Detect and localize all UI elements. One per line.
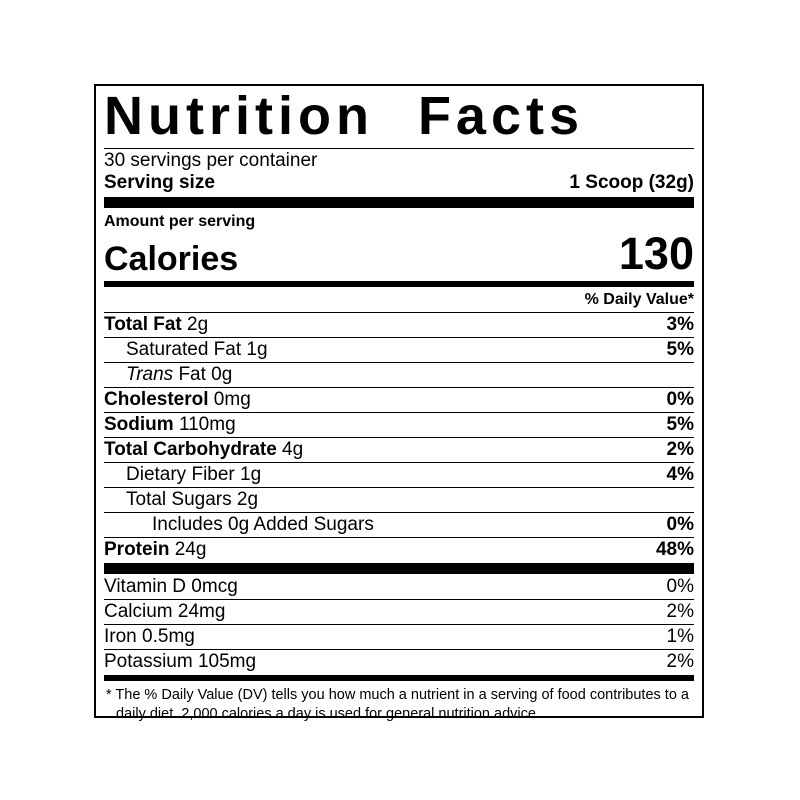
nutrient-name-and-amount: Vitamin D 0mcg — [104, 577, 238, 597]
nutrient-name: Iron — [104, 626, 137, 648]
nutrient-row: Iron 0.5mg 1% — [104, 624, 694, 649]
nutrient-amount: 0.5mg — [136, 626, 195, 648]
nutrient-daily-value: 1% — [666, 626, 694, 648]
nutrient-name: Vitamin D — [104, 576, 187, 598]
nutrient-daily-value: 0% — [666, 576, 694, 598]
nutrient-amount: Fat 0g — [173, 364, 233, 386]
nutrient-row: Total Carbohydrate 4g 2% — [104, 437, 694, 462]
nutrient-amount: 105mg — [192, 651, 257, 673]
daily-value-header: % Daily Value* — [104, 288, 694, 314]
nutrient-name: Saturated Fat — [126, 339, 242, 361]
nutrient-amount: 0mcg — [186, 576, 238, 598]
nutrient-name-and-amount: Total Sugars 2g — [104, 490, 258, 510]
nutrient-name: Trans — [126, 364, 174, 386]
nutrient-name: Potassium — [104, 651, 193, 673]
nutrient-daily-value: 4% — [666, 464, 694, 486]
nutrient-daily-value: 3% — [666, 314, 694, 336]
divider-medium-calories — [104, 281, 694, 288]
nutrient-name: Protein — [104, 539, 170, 561]
nutrient-name-and-amount: Calcium 24mg — [104, 602, 225, 622]
nutrient-amount: 4g — [276, 439, 304, 461]
nutrient-daily-value: 0% — [666, 514, 694, 536]
nutrient-amount: 1g — [234, 464, 262, 486]
serving-size-label: Serving size — [104, 172, 215, 194]
nutrient-row: Cholesterol 0mg 0% — [104, 387, 694, 412]
nutrient-name-and-amount: Sodium 110mg — [104, 415, 236, 435]
nutrient-row: Includes 0g Added Sugars 0% — [104, 512, 694, 537]
calories-value: 130 — [618, 228, 694, 280]
nutrient-name-and-amount: Total Fat 2g — [104, 315, 208, 335]
nutrient-list: Total Fat 2g 3% Saturated Fat 1g 5% Trans Fa… — [104, 313, 694, 562]
nutrient-name: Includes 0g Added Sugars — [152, 514, 374, 536]
nutrient-name-and-amount: Potassium 105mg — [104, 652, 256, 672]
nutrient-row: Protein 24g 48% — [104, 537, 694, 562]
nutrient-amount: 0mg — [208, 389, 251, 411]
calories-row: Calories 130 — [104, 231, 694, 280]
nutrient-daily-value: 2% — [666, 651, 694, 673]
nutrient-name-and-amount: Protein 24g — [104, 540, 206, 560]
amount-per-serving-label: Amount per serving — [104, 213, 256, 231]
serving-size-value: 1 Scoop (32g) — [569, 172, 694, 194]
nutrient-name-and-amount: Total Carbohydrate 4g — [104, 440, 303, 460]
nutrient-row: Potassium 105mg 2% — [104, 649, 694, 674]
nutrient-daily-value: 0% — [666, 389, 694, 411]
nutrient-amount: 2g — [181, 314, 209, 336]
nutrient-row: Vitamin D 0mcg 0% — [104, 575, 694, 599]
nutrient-name: Total Carbohydrate — [104, 439, 277, 461]
calories-label: Calories — [104, 240, 239, 279]
nutrient-amount: 110mg — [173, 414, 236, 436]
divider-medium-bottom — [104, 675, 694, 682]
nutrient-name-and-amount: Saturated Fat 1g — [104, 340, 268, 360]
nutrient-name-and-amount: Includes 0g Added Sugars — [104, 515, 374, 535]
divider-thick-middle — [104, 563, 694, 575]
nutrient-daily-value: 2% — [666, 601, 694, 623]
nutrient-daily-value: 2% — [666, 439, 694, 461]
nutrient-row: Total Fat 2g 3% — [104, 313, 694, 337]
nutrient-name-and-amount: Trans Fat 0g — [104, 365, 232, 385]
nutrient-row: Sodium 110mg 5% — [104, 412, 694, 437]
nutrient-name: Dietary Fiber — [126, 464, 235, 486]
nutrient-row: Total Sugars 2g — [104, 487, 694, 512]
micronutrient-list: Vitamin D 0mcg 0% Calcium 24mg 2% Iron 0.5mg… — [104, 575, 694, 674]
nutrient-name-and-amount: Cholesterol 0mg — [104, 390, 251, 410]
divider-thick-top — [104, 197, 694, 209]
daily-value-footnote: * The % Daily Value (DV) tells you how m… — [106, 687, 689, 723]
nutrient-amount: 1g — [241, 339, 268, 361]
nutrient-row: Dietary Fiber 1g 4% — [104, 462, 694, 487]
nutrient-name: Cholesterol — [104, 389, 209, 411]
nutrient-name-and-amount: Dietary Fiber 1g — [104, 465, 261, 485]
serving-size-row: Serving size 1 Scoop (32g) — [104, 172, 694, 194]
nutrient-row: Saturated Fat 1g 5% — [104, 337, 694, 362]
nutrient-row: Calcium 24mg 2% — [104, 599, 694, 624]
label-title: Nutrition Facts — [104, 86, 694, 150]
nutrition-facts-label: Nutrition Facts 30 servings per containe… — [94, 84, 704, 722]
nutrient-daily-value: 48% — [655, 539, 694, 561]
nutrient-name: Sodium — [104, 414, 174, 436]
nutrient-daily-value: 5% — [666, 414, 694, 436]
nutrient-name: Total Sugars — [126, 489, 232, 511]
nutrient-amount: 24g — [169, 539, 207, 561]
nutrient-row: Trans Fat 0g — [104, 362, 694, 387]
nutrient-name: Calcium — [104, 601, 173, 623]
nutrient-name: Total Fat — [104, 314, 182, 336]
nutrient-daily-value: 5% — [666, 339, 694, 361]
nutrient-name-and-amount: Iron 0.5mg — [104, 627, 195, 647]
nutrient-amount: 24mg — [172, 601, 226, 623]
nutrient-amount: 2g — [231, 489, 259, 511]
servings-per-container: 30 servings per container — [104, 150, 318, 172]
